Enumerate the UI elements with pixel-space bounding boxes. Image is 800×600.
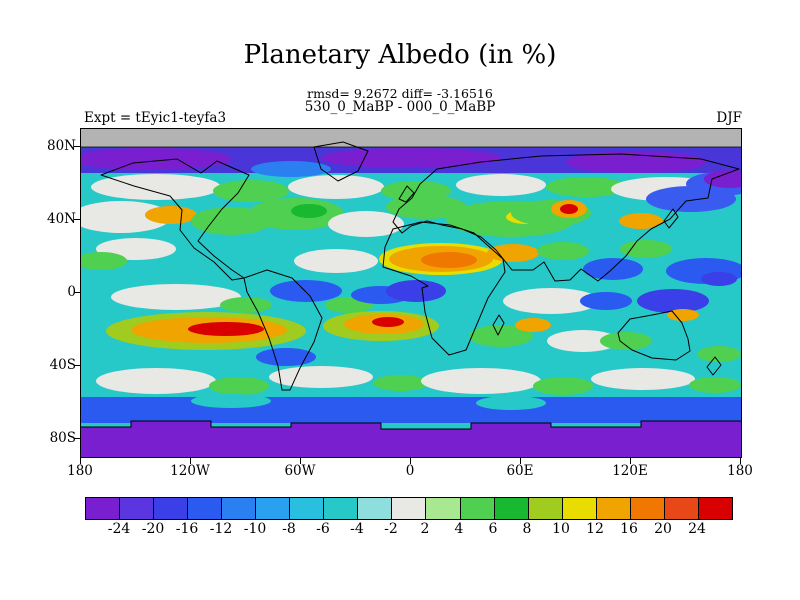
lon-tick-label: 0 [405,463,415,479]
lon-tick-mark [80,458,81,464]
colorbar-segment [358,498,393,519]
colorbar-labels: -24 -20 -16 -12 -10 -8 -6 -4 -2 2 4 6 8 10 12 16 20 24 [102,521,714,537]
experiment-label: Expt = tEyic1-teyfa3 [84,110,227,126]
colorbar-tick-label: -4 [350,521,364,537]
colorbar-segment [188,498,223,519]
colorbar-tick-label: -16 [175,521,199,537]
colorbar-segment [528,498,563,519]
colorbar-segment [460,498,495,519]
colorbar-segment [664,498,699,519]
lon-tick-label: 180 [727,463,753,479]
lon-tick-mark [520,458,521,464]
lon-tick-label: 180 [67,463,93,479]
colorbar-segment [256,498,291,519]
lat-tick-mark [74,438,80,439]
longitude-axis: 180 120W 60W 0 60E 120E 180 [50,463,770,479]
colorbar-segment [494,498,529,519]
field-difference-label: 530_0_MaBP - 000_0_MaBP [304,99,496,115]
lon-tick-mark [300,458,301,464]
colorbar-segment [630,498,665,519]
lon-tick-mark [740,458,741,464]
colorbar-tick-label: 8 [522,521,532,537]
colorbar-segment [324,498,359,519]
colorbar-tick-label: -24 [107,521,131,537]
colorbar-tick-label: 6 [488,521,498,537]
colorbar-segment [562,498,597,519]
colorbar-segment [154,498,189,519]
colorbar-segment [426,498,461,519]
rmsd-diff-stats: rmsd= 9.2672 diff= -3.16516 [307,86,493,101]
colorbar-tick-label: -8 [282,521,296,537]
lat-tick-label: 0 [67,284,76,300]
lon-tick-label: 60W [284,463,316,479]
lon-tick-label: 120E [612,463,648,479]
lat-tick-label: 40S [49,357,76,373]
lon-tick-mark [410,458,411,464]
colorbar-segment [120,498,155,519]
colorbar-tick-label: 16 [620,521,638,537]
lat-tick-mark [74,146,80,147]
lat-tick-label: 40N [47,211,76,227]
lon-tick-label: 120W [170,463,210,479]
map-frame [80,128,742,458]
lat-tick-label: 80S [49,430,76,446]
latitude-axis: 80N 40N 0 40S 80S [34,138,76,446]
colorbar-tick-label: 4 [454,521,464,537]
lon-tick-label: 60E [506,463,534,479]
colorbar-tick-label: 20 [654,521,672,537]
world-map [81,129,741,457]
colorbar-segment [86,498,121,519]
colorbar-tick-label: 12 [586,521,604,537]
colorbar-segment [596,498,631,519]
no-data-strip [81,129,741,148]
albedo-difference-field [81,147,741,457]
lat-tick-label: 80N [47,138,76,154]
colorbar-tick-label: 24 [688,521,706,537]
lon-tick-mark [190,458,191,464]
colorbar-tick-label: -10 [243,521,267,537]
lat-tick-mark [74,365,80,366]
colorbar-tick-label: -20 [141,521,165,537]
colorbar-tick-label: 2 [420,521,430,537]
colorbar-tick-label: -6 [316,521,330,537]
colorbar-segment [290,498,325,519]
colorbar-segment [222,498,257,519]
colorbar-segment [392,498,427,519]
plot-title: Planetary Albedo (in %) [243,40,557,70]
colorbar-tick-label: -2 [384,521,398,537]
lat-tick-mark [74,219,80,220]
colorbar-segment [698,498,732,519]
coastlines [81,141,741,430]
colorbar [85,497,733,520]
lat-tick-mark [74,292,80,293]
colorbar-tick-label: 10 [552,521,570,537]
lon-tick-mark [630,458,631,464]
colorbar-tick-label: -12 [209,521,233,537]
season-label: DJF [716,110,742,126]
